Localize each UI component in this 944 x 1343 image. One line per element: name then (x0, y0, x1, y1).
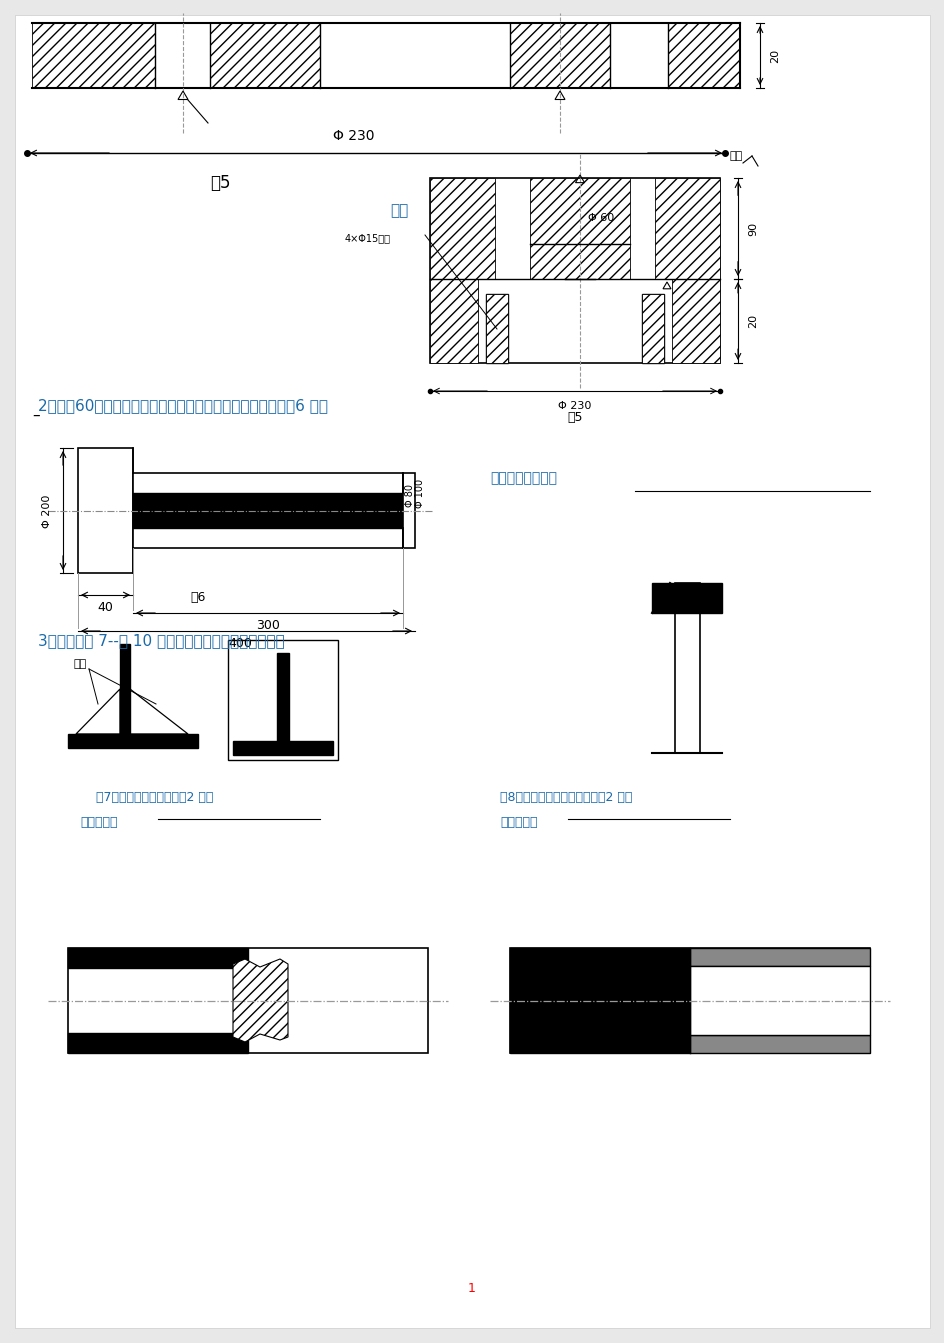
Text: 400: 400 (228, 637, 252, 650)
Bar (674, 583, 700, 753)
Bar (530, 179, 630, 279)
Text: 图5: 图5 (210, 175, 230, 192)
Text: 4×Φ15均布: 4×Φ15均布 (345, 232, 391, 243)
Bar (277, 653, 289, 741)
Bar (32, 23, 155, 89)
Text: 40: 40 (97, 602, 113, 614)
Text: 2、绘刱60副自由锻件图，并按顺序选择自由锻基本工序。（6 分）: 2、绘刱60副自由锻件图，并按顺序选择自由锻基本工序。（6 分） (38, 398, 328, 414)
Text: 300: 300 (256, 619, 279, 633)
Bar (641, 294, 664, 363)
Bar (485, 294, 508, 363)
Text: 焊缝: 焊缝 (73, 659, 86, 669)
Text: 分）: 分） (390, 204, 408, 219)
Text: 20: 20 (769, 48, 779, 63)
Bar (654, 179, 719, 279)
Text: Φ 230: Φ 230 (558, 402, 591, 411)
Bar (68, 948, 428, 1053)
Text: Φ 80: Φ 80 (405, 485, 414, 508)
Bar (120, 645, 130, 735)
Text: 1: 1 (467, 1281, 476, 1295)
Text: 修改原因：: 修改原因： (499, 817, 537, 830)
Bar (210, 23, 320, 89)
Text: Φ 230: Φ 230 (332, 129, 374, 142)
Text: 修改原因：: 修改原因： (80, 817, 117, 830)
Bar (68, 735, 198, 748)
Text: –: – (32, 407, 40, 423)
Bar (641, 294, 664, 363)
Text: 图7手弧焊钓板焊接结构（2 分）: 图7手弧焊钓板焊接结构（2 分） (96, 791, 213, 804)
Bar (689, 966, 869, 1035)
Bar (430, 179, 719, 363)
Text: Φ 200: Φ 200 (42, 494, 52, 528)
Bar (402, 473, 414, 548)
Bar (510, 948, 689, 1053)
Bar (68, 948, 247, 968)
Bar (68, 1033, 247, 1053)
Bar (133, 493, 402, 528)
Text: 自由锻基本工序：: 自由锻基本工序： (490, 471, 556, 485)
Bar (233, 741, 332, 755)
Bar (651, 583, 721, 612)
Text: 图8手弧焊不同厚度钓板结构（2 分）: 图8手弧焊不同厚度钓板结构（2 分） (499, 791, 632, 804)
Text: Φ 100: Φ 100 (414, 478, 425, 508)
Bar (133, 473, 402, 548)
Text: 3、请修改图 7--图 10 的焊接结构，并写出修改原因。: 3、请修改图 7--图 10 的焊接结构，并写出修改原因。 (38, 633, 284, 649)
Bar (671, 279, 719, 363)
Text: 90: 90 (748, 222, 757, 235)
Text: 图5: 图5 (566, 411, 582, 424)
Bar (689, 948, 869, 966)
Text: 图6: 图6 (190, 591, 206, 604)
Bar (689, 1035, 869, 1053)
Text: 其余: 其余 (729, 150, 743, 161)
Bar (510, 948, 869, 1053)
Bar (78, 449, 133, 573)
Bar (430, 279, 478, 363)
Text: Φ 60: Φ 60 (587, 214, 614, 223)
Polygon shape (233, 959, 288, 1042)
Bar (228, 641, 338, 760)
Bar (667, 23, 739, 89)
Bar (510, 23, 610, 89)
Text: 20: 20 (748, 314, 757, 328)
Bar (485, 294, 508, 363)
Bar (430, 179, 495, 279)
